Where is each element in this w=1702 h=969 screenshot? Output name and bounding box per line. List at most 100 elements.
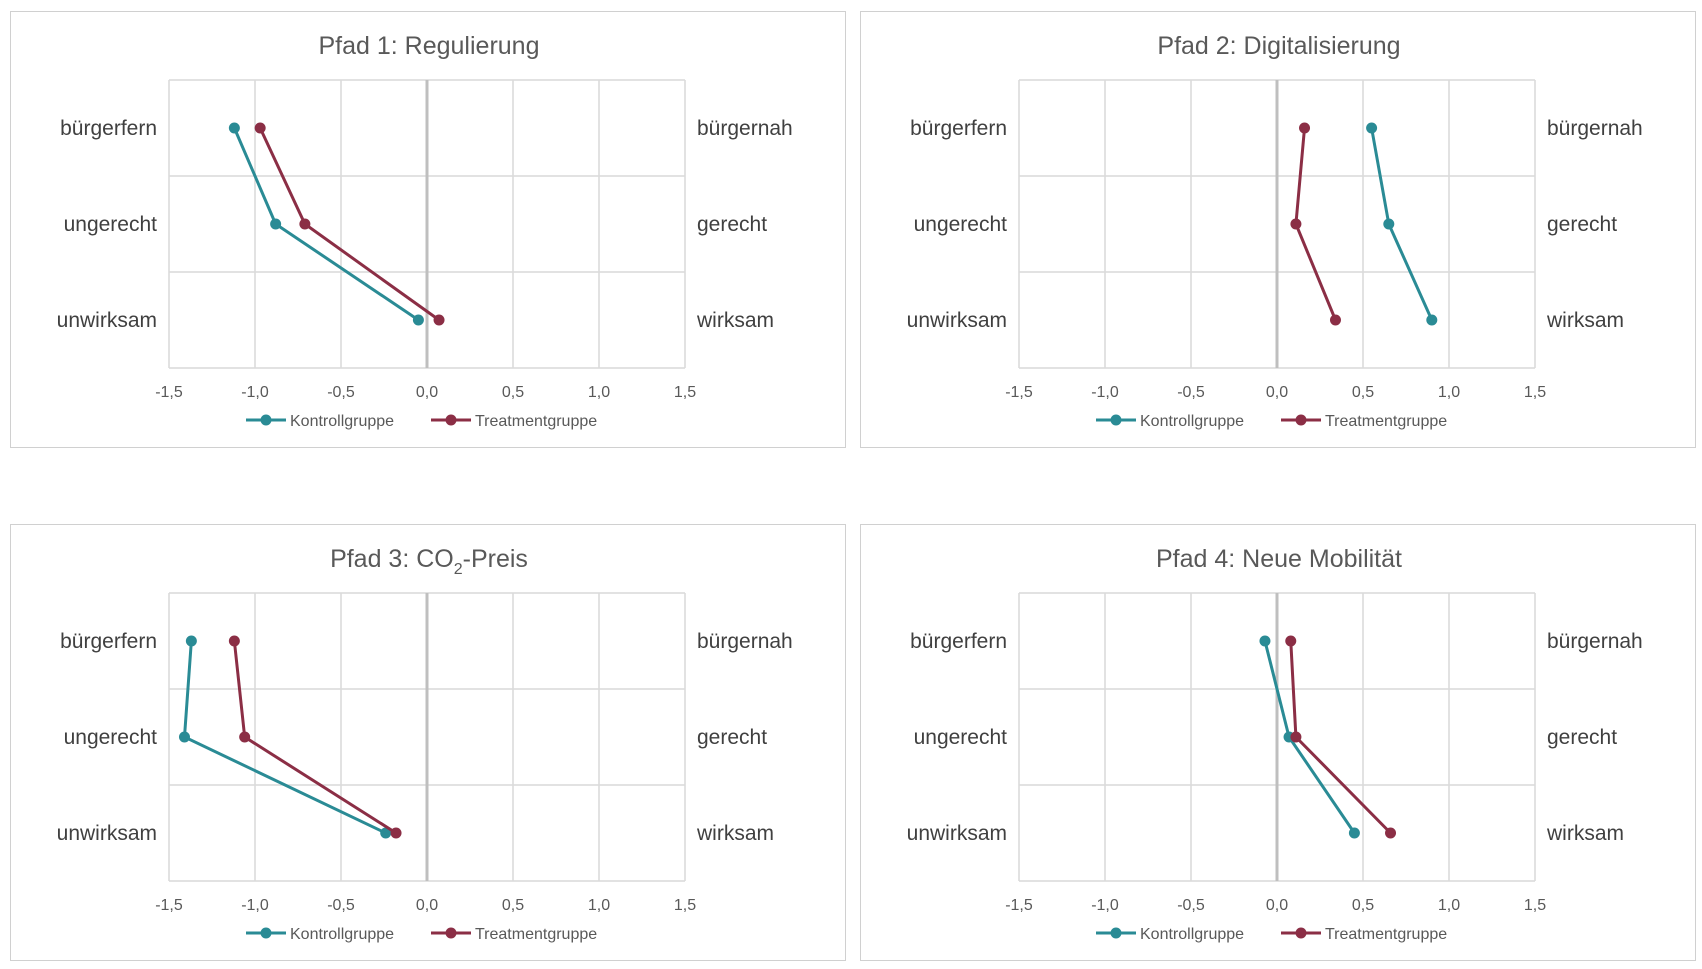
chart-title: Pfad 4: Neue Mobilität	[1156, 545, 1402, 573]
x-tick-label: 1,0	[1438, 897, 1460, 914]
data-point	[254, 122, 266, 134]
x-tick-label: 0,5	[1352, 897, 1374, 914]
x-tick-label: -1,5	[1005, 384, 1033, 401]
data-point	[1385, 827, 1397, 839]
series-kontrollgruppe	[1366, 122, 1438, 326]
legend-label: Treatmentgruppe	[1325, 413, 1447, 430]
data-point	[412, 314, 424, 326]
left-label: ungerecht	[914, 213, 1008, 236]
legend-marker	[445, 927, 457, 939]
x-tick-label: 1,5	[1524, 897, 1546, 914]
series-line	[232, 127, 420, 322]
series-line	[258, 127, 440, 322]
data-point	[390, 827, 402, 839]
x-tick-label: -0,5	[1177, 384, 1205, 401]
chart-panel-2: Pfad 2: Digitalisierung -1,5 -1,0 -0,5 0,0 0,…	[860, 11, 1696, 448]
left-label: unwirksam	[57, 822, 157, 845]
x-tick-label: -1,0	[241, 897, 269, 914]
data-point	[1259, 635, 1271, 647]
legend-label: Kontrollgruppe	[1140, 413, 1244, 430]
x-tick-label: 1,5	[1524, 384, 1546, 401]
x-tick-label: -0,5	[1177, 897, 1205, 914]
data-point	[228, 635, 240, 647]
legend-marker	[445, 414, 457, 426]
data-point	[1299, 122, 1311, 134]
legend-marker	[1295, 414, 1307, 426]
x-tick-label: -1,0	[1091, 897, 1119, 914]
data-point	[1290, 218, 1302, 230]
legend-label: Kontrollgruppe	[290, 926, 394, 943]
left-label: ungerecht	[914, 726, 1008, 749]
legend-label: Treatmentgruppe	[1325, 926, 1447, 943]
data-point	[299, 218, 311, 230]
x-tick-label: 0,0	[1266, 897, 1288, 914]
x-tick-label: 1,0	[1438, 384, 1460, 401]
series-kontrollgruppe	[178, 635, 392, 839]
right-label: gerecht	[1547, 213, 1617, 236]
chart-panel-3: Pfad 3: CO2-Preis -1,5 -1,0 -0,5 0,0 0,5 1,0 1,…	[10, 524, 846, 961]
series-kontrollgruppe	[1259, 635, 1360, 839]
gridlines	[168, 592, 686, 882]
x-tick-label: -1,0	[1091, 384, 1119, 401]
data-point	[380, 827, 392, 839]
legend: Kontrollgruppe Treatmentgruppe	[246, 413, 597, 430]
series-treatmentgruppe	[1290, 122, 1341, 326]
series-line	[232, 640, 397, 835]
x-tick-label: -1,5	[1005, 897, 1033, 914]
x-tick-label: 1,0	[588, 384, 610, 401]
gridlines	[1018, 79, 1536, 369]
right-label: wirksam	[1546, 309, 1624, 332]
chart-title: Pfad 1: Regulierung	[319, 32, 540, 60]
series-line	[1370, 127, 1434, 321]
legend-marker	[260, 927, 272, 939]
x-tick-label: 0,0	[1266, 384, 1288, 401]
x-tick-label: -0,5	[327, 384, 355, 401]
x-tick-label: 1,0	[588, 897, 610, 914]
chart-title-rest: -Preis	[463, 545, 528, 573]
series-treatmentgruppe	[254, 122, 445, 326]
left-label: bürgerfern	[910, 630, 1007, 653]
legend-label: Treatmentgruppe	[475, 926, 597, 943]
chart-title-main: Pfad 1: Regulierung	[319, 32, 540, 60]
left-label: ungerecht	[64, 726, 158, 749]
legend-label: Kontrollgruppe	[290, 413, 394, 430]
x-tick-label: 0,0	[416, 384, 438, 401]
chart-svg: Pfad 2: Digitalisierung -1,5 -1,0 -0,5 0,0 0,…	[907, 32, 1643, 430]
data-point	[185, 635, 197, 647]
left-label: unwirksam	[57, 309, 157, 332]
data-point	[1426, 314, 1438, 326]
left-label: bürgerfern	[910, 117, 1007, 140]
right-label: bürgernah	[1547, 630, 1643, 653]
chart-title: Pfad 3: CO2-Preis	[330, 545, 528, 578]
series-line	[1294, 127, 1337, 321]
x-tick-label: -1,0	[241, 384, 269, 401]
right-label: bürgernah	[697, 117, 793, 140]
x-tick-label: 0,0	[416, 897, 438, 914]
left-label: ungerecht	[64, 213, 158, 236]
right-label: bürgernah	[1547, 117, 1643, 140]
right-label: gerecht	[697, 213, 767, 236]
left-label: bürgerfern	[60, 117, 157, 140]
legend-label: Kontrollgruppe	[1140, 926, 1244, 943]
data-point	[1348, 827, 1360, 839]
data-point	[270, 218, 282, 230]
right-label: bürgernah	[697, 630, 793, 653]
chart-title-subscript: 2	[454, 561, 463, 578]
right-label: wirksam	[696, 309, 774, 332]
series-treatmentgruppe	[1285, 635, 1397, 839]
right-label: wirksam	[696, 822, 774, 845]
legend-marker	[1110, 927, 1122, 939]
left-label: unwirksam	[907, 822, 1007, 845]
right-label: wirksam	[1546, 822, 1624, 845]
data-point	[433, 314, 445, 326]
chart-panel-4: Pfad 4: Neue Mobilität -1,5 -1,0 -0,5 0,0 0,5…	[860, 524, 1696, 961]
legend-label: Treatmentgruppe	[475, 413, 597, 430]
x-tick-label: -1,5	[155, 384, 183, 401]
chart-panel-1: Pfad 1: Regulierung -1,5 -1,0 -0,5 0,0 0,5 1,0…	[10, 11, 846, 448]
series-treatmentgruppe	[228, 635, 402, 839]
data-point	[1290, 731, 1302, 743]
chart-svg: Pfad 4: Neue Mobilität -1,5 -1,0 -0,5 0,0 0,5…	[907, 545, 1643, 943]
data-point	[178, 731, 190, 743]
legend-marker	[1295, 927, 1307, 939]
chart-title-main: Pfad 4: Neue Mobilität	[1156, 545, 1402, 573]
